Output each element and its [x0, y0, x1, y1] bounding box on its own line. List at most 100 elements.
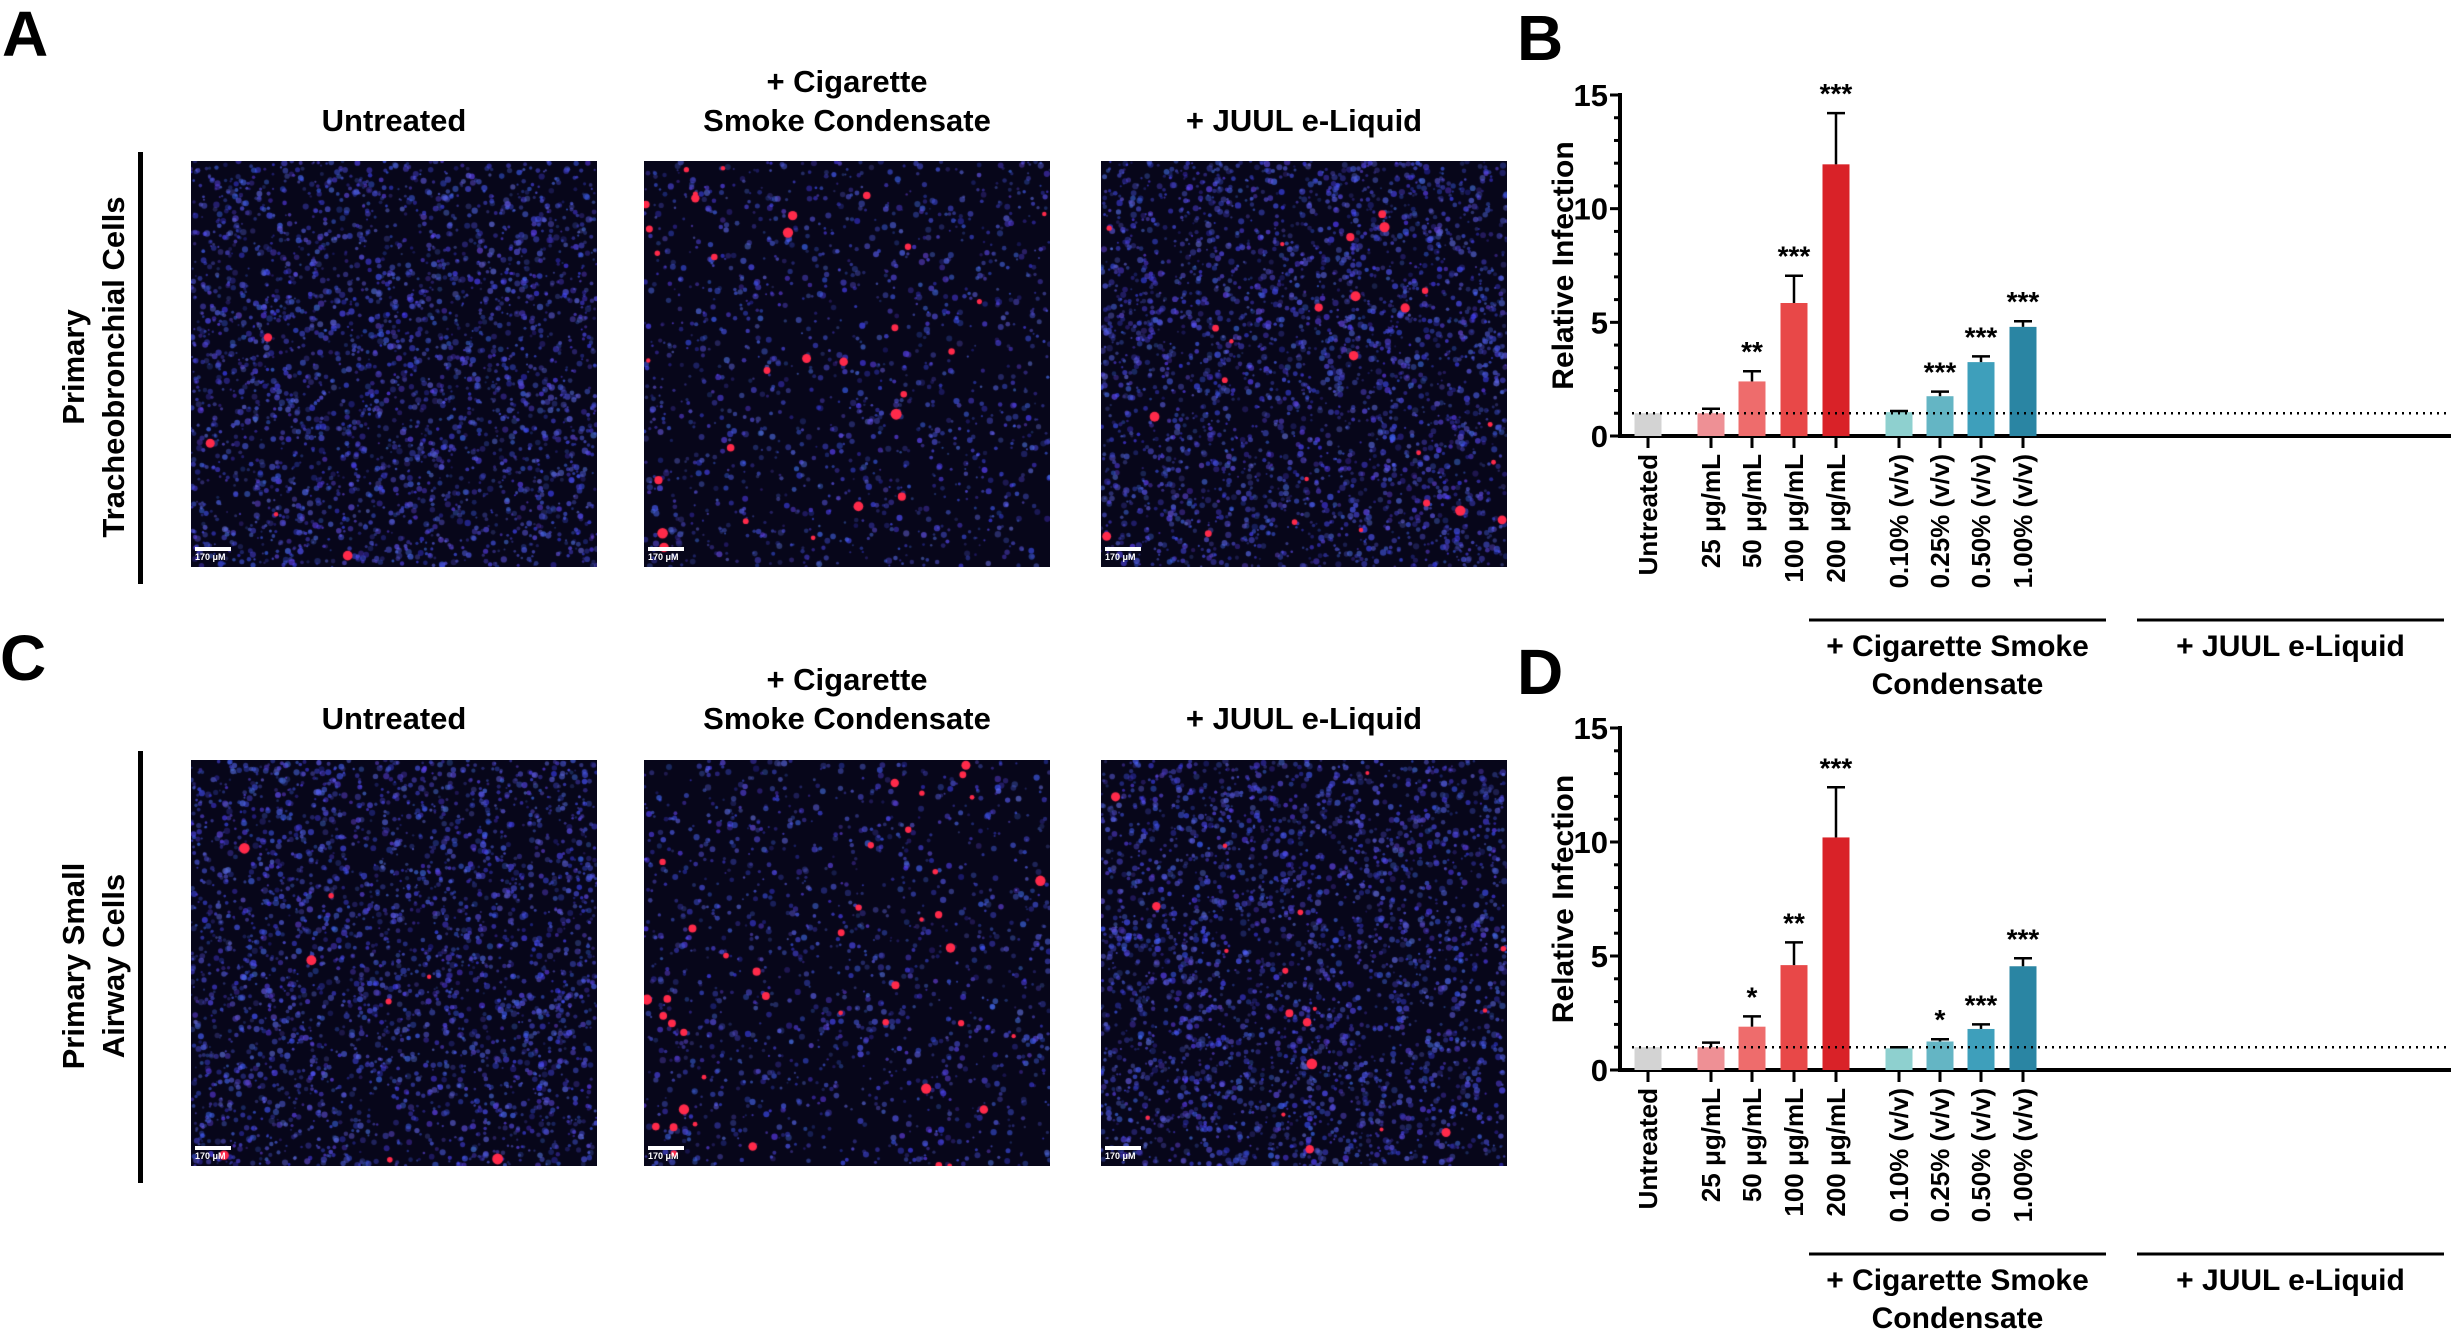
- significance-label: **: [1741, 336, 1763, 367]
- x-tick-label: 1.00% (v/v): [2008, 1088, 2038, 1222]
- significance-label: ***: [1820, 78, 1853, 109]
- column-title: Untreated: [184, 699, 604, 738]
- bar: [1697, 413, 1725, 436]
- bar: [1926, 1041, 1954, 1070]
- x-tick-label: 0.25% (v/v): [1925, 454, 1955, 588]
- group-label: Condensate: [1872, 1302, 2044, 1335]
- bar: [1634, 413, 1662, 436]
- scale-bar: 170 μM: [1105, 547, 1141, 562]
- scale-bar-line: [648, 547, 684, 551]
- x-tick-label: 25 μg/mL: [1696, 1088, 1726, 1202]
- scale-bar-label: 170 μM: [195, 1151, 226, 1161]
- bar: [1885, 412, 1913, 436]
- micrograph-image: [191, 161, 597, 567]
- column-title-line: + JUUL e-Liquid: [1185, 103, 1423, 138]
- group-label: + Cigarette Smoke: [1826, 1264, 2089, 1297]
- y-tick-label: 10: [1574, 825, 1608, 860]
- column-title: + Cigarette Smoke Condensate: [637, 660, 1057, 738]
- y-tick-label: 5: [1591, 305, 1608, 340]
- column-title-line: Smoke Condensate: [703, 103, 991, 138]
- group-label: + JUUL e-Liquid: [2176, 1264, 2405, 1297]
- y-tick-label: 5: [1591, 939, 1608, 974]
- y-tick-label: 0: [1591, 419, 1608, 454]
- panel-letter-c: C: [0, 622, 47, 694]
- scale-bar-line: [1105, 547, 1141, 551]
- significance-label: **: [1783, 907, 1805, 938]
- panel-letter-a: A: [2, 0, 49, 70]
- significance-label: ***: [1924, 357, 1957, 388]
- column-title-line: Untreated: [321, 103, 467, 138]
- bar: [2009, 326, 2037, 436]
- column-title-line: Smoke Condensate: [703, 701, 991, 736]
- bar: [1738, 381, 1766, 436]
- scale-bar: 170 μM: [195, 547, 231, 562]
- column-title: + JUUL e-Liquid: [1094, 101, 1514, 140]
- x-tick-label: 200 μg/mL: [1821, 454, 1851, 583]
- x-tick-label: 0.25% (v/v): [1925, 1088, 1955, 1222]
- bar: [2009, 966, 2037, 1070]
- x-tick-label: 1.00% (v/v): [2008, 454, 2038, 588]
- x-tick-label: Untreated: [1633, 1088, 1663, 1209]
- x-tick-label: 50 μg/mL: [1737, 1088, 1767, 1202]
- scale-bar-label: 170 μM: [1105, 1151, 1136, 1161]
- column-title-line: + Cigarette: [766, 662, 928, 697]
- significance-label: ***: [1965, 321, 1998, 352]
- column-title: Untreated: [184, 101, 604, 140]
- y-axis-label: Relative Infection: [1547, 775, 1580, 1023]
- row-divider-line: [138, 751, 143, 1183]
- micrograph-image: [644, 161, 1050, 567]
- scale-bar-label: 170 μM: [195, 552, 226, 562]
- chart-b: Relative Infection 0 5 10 15 Untreated 25 μg/m…: [1547, 78, 2451, 701]
- bar: [1822, 837, 1850, 1070]
- y-tick-label: 15: [1574, 78, 1608, 113]
- bar: [1822, 164, 1850, 436]
- column-title-line: Untreated: [321, 701, 467, 736]
- column-title: + Cigarette Smoke Condensate: [637, 62, 1057, 140]
- scale-bar: 170 μM: [195, 1146, 231, 1161]
- significance-label: ***: [1820, 752, 1853, 783]
- group-label: Condensate: [1872, 668, 2044, 701]
- scale-bar: 170 μM: [1105, 1146, 1141, 1161]
- bar: [1926, 396, 1954, 436]
- scale-bar-line: [195, 1146, 231, 1150]
- significance-label: ***: [2007, 923, 2040, 954]
- y-tick-label: 15: [1574, 711, 1608, 746]
- scale-bar-line: [195, 547, 231, 551]
- chart-d: Relative Infection 0 5 10 15 Untreated 25 μg/m…: [1547, 711, 2451, 1335]
- scale-bar: 170 μM: [648, 1146, 684, 1161]
- significance-label: ***: [1778, 241, 1811, 272]
- bar: [1885, 1048, 1913, 1070]
- x-tick-label: 0.10% (v/v): [1884, 1088, 1914, 1222]
- significance-label: *: [1747, 981, 1758, 1012]
- x-tick-label: Untreated: [1633, 454, 1663, 575]
- column-title: + JUUL e-Liquid: [1094, 699, 1514, 738]
- bar: [1780, 303, 1808, 436]
- bar: [1634, 1047, 1662, 1070]
- micrograph-image: [1101, 760, 1507, 1166]
- panel-letter-b: B: [1517, 2, 1564, 74]
- significance-label: ***: [1965, 989, 1998, 1020]
- scale-bar: 170 μM: [648, 547, 684, 562]
- x-tick-label: 25 μg/mL: [1696, 454, 1726, 568]
- bar: [1967, 362, 1995, 436]
- micrograph-image: [191, 760, 597, 1166]
- x-tick-label: 50 μg/mL: [1737, 454, 1767, 568]
- scale-bar-label: 170 μM: [648, 552, 679, 562]
- scale-bar-label: 170 μM: [648, 1151, 679, 1161]
- x-tick-label: 100 μg/mL: [1779, 1088, 1809, 1217]
- x-tick-label: 0.10% (v/v): [1884, 454, 1914, 588]
- significance-label: ***: [2007, 286, 2040, 317]
- x-tick-label: 100 μg/mL: [1779, 454, 1809, 583]
- scale-bar-line: [648, 1146, 684, 1150]
- panel-letter-d: D: [1517, 636, 1564, 708]
- bar: [1780, 965, 1808, 1070]
- group-label: + Cigarette Smoke: [1826, 630, 2089, 663]
- x-tick-label: 200 μg/mL: [1821, 1088, 1851, 1217]
- scale-bar-label: 170 μM: [1105, 552, 1136, 562]
- bar: [1697, 1047, 1725, 1070]
- micrograph-image: [644, 760, 1050, 1166]
- row-divider-line: [138, 152, 143, 584]
- x-tick-label: 0.50% (v/v): [1966, 1088, 1996, 1222]
- significance-label: *: [1935, 1004, 1946, 1035]
